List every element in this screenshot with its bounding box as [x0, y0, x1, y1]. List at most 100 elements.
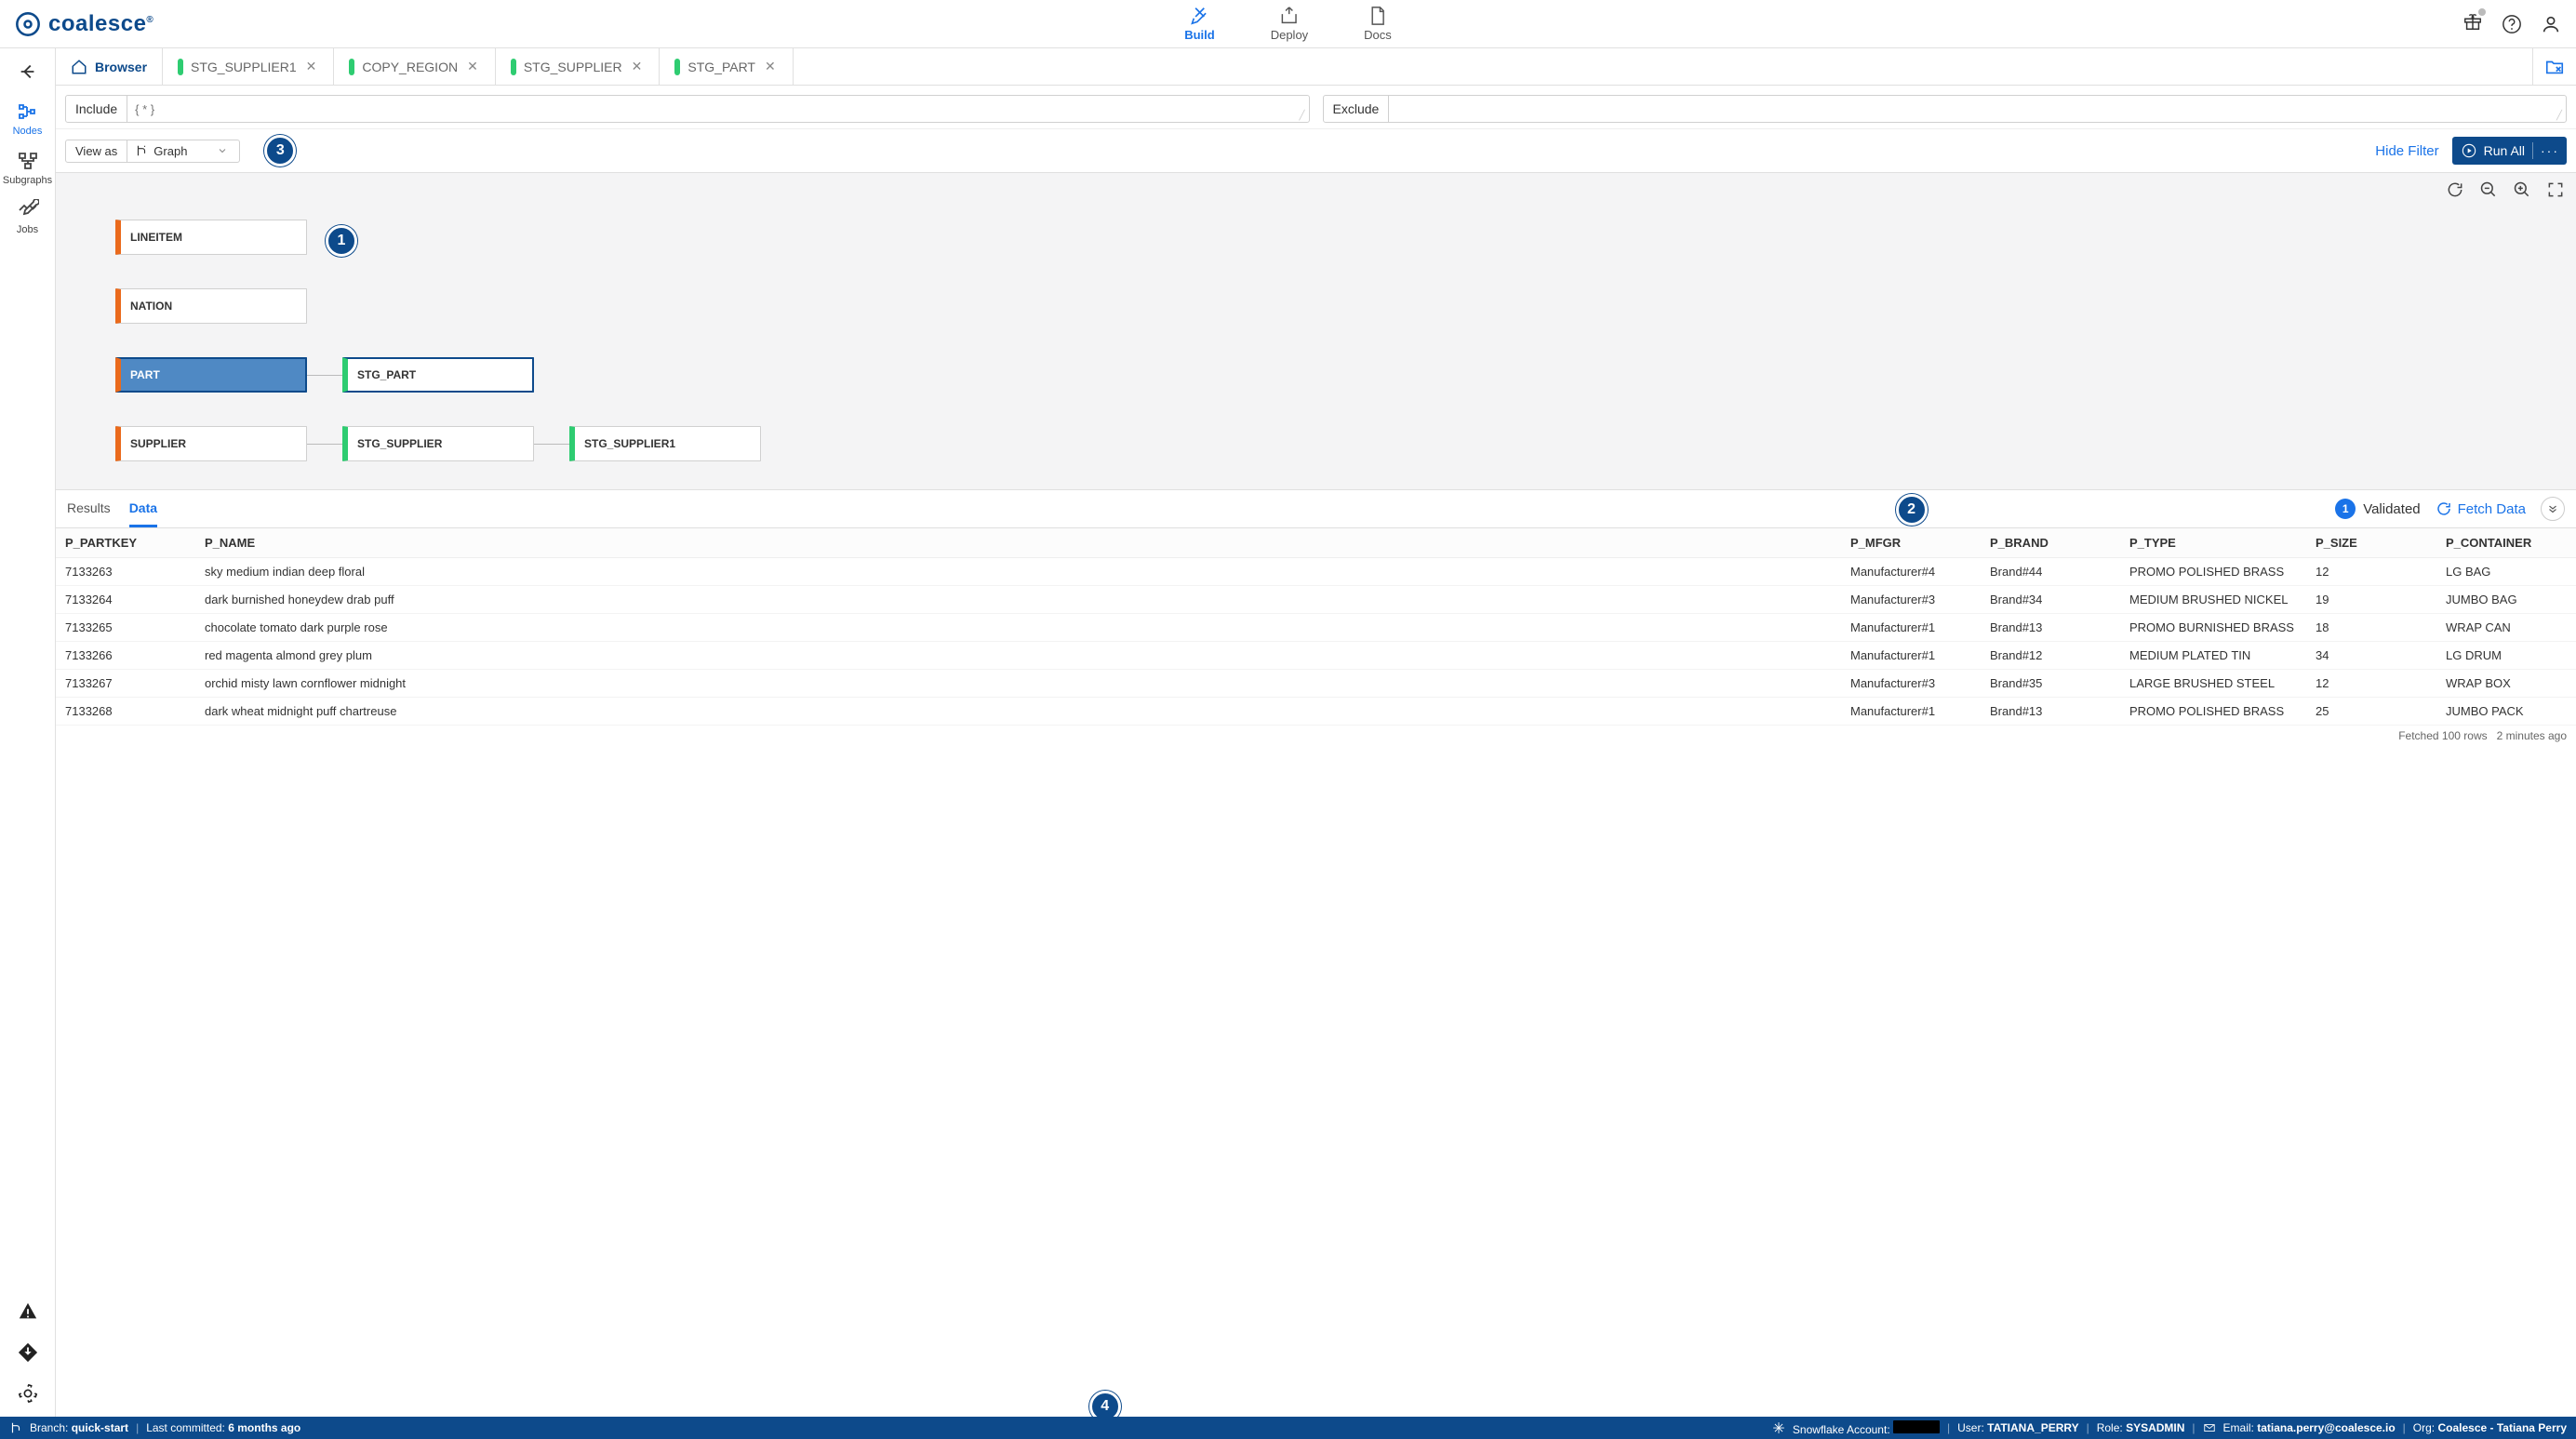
graph-node-stg_part[interactable]: STG_PART: [342, 357, 534, 393]
chevrons-down-icon: [2546, 502, 2559, 515]
subtab-results[interactable]: Results: [67, 491, 111, 527]
tabstrip: Browser STG_SUPPLIER1✕COPY_REGION✕STG_SU…: [56, 48, 2576, 86]
subtab-data[interactable]: Data: [129, 491, 157, 527]
table-cell: 7133263: [56, 558, 195, 586]
git-icon[interactable]: [18, 1342, 38, 1363]
node-type-pill-icon: [349, 59, 354, 75]
data-table: P_PARTKEYP_NAMEP_MFGRP_BRANDP_TYPEP_SIZE…: [56, 528, 2576, 726]
workspace: Browser STG_SUPPLIER1✕COPY_REGION✕STG_SU…: [56, 48, 2576, 1417]
tab-copy_region[interactable]: COPY_REGION✕: [334, 48, 495, 85]
col-p_name[interactable]: P_NAME: [195, 528, 1841, 558]
graph-node-stg_supplier[interactable]: STG_SUPPLIER: [342, 426, 534, 461]
table-cell: Brand#13: [1981, 614, 2120, 642]
exclude-label: Exclude: [1324, 96, 1390, 122]
table-cell: Brand#34: [1981, 586, 2120, 614]
nav-deploy[interactable]: Deploy: [1271, 6, 1308, 42]
tab-stg_supplier[interactable]: STG_SUPPLIER ✕: [496, 48, 661, 85]
rail-subgraphs[interactable]: Subgraphs: [3, 150, 52, 186]
notification-dot-icon: [2478, 8, 2486, 16]
run-all-button[interactable]: Run All ···: [2452, 137, 2567, 165]
help-icon[interactable]: [2502, 14, 2522, 34]
resize-handle-icon[interactable]: ╱: [2556, 111, 2566, 122]
table-row[interactable]: 7133266red magenta almond grey plumManuf…: [56, 642, 2576, 670]
graph-node-stg_supplier1[interactable]: STG_SUPPLIER1: [569, 426, 761, 461]
table-row[interactable]: 7133265chocolate tomato dark purple rose…: [56, 614, 2576, 642]
zoom-out-icon[interactable]: [2479, 180, 2498, 199]
close-icon[interactable]: ✕: [630, 59, 645, 74]
user-icon[interactable]: [2541, 14, 2561, 34]
status-email: Email: tatiana.perry@coalesce.io: [2223, 1421, 2396, 1434]
table-cell: 18: [2306, 614, 2436, 642]
tab-label: STG_SUPPLIER: [524, 60, 622, 74]
annotation-marker-4: 4: [1089, 1391, 1121, 1417]
annotation-marker-1: 1: [326, 225, 357, 257]
tab-label: STG_SUPPLIER1: [191, 60, 297, 74]
settings-icon[interactable]: [18, 1383, 38, 1404]
topbar: coalesce® Build Deploy Docs: [0, 0, 2576, 48]
graph-edge: [307, 444, 342, 445]
back-button[interactable]: [18, 61, 38, 87]
table-cell: LG DRUM: [2436, 642, 2576, 670]
table-cell: orchid misty lawn cornflower midnight: [195, 670, 1841, 698]
graph-node-part[interactable]: PART: [115, 357, 307, 393]
nav-docs[interactable]: Docs: [1364, 6, 1392, 42]
refresh-icon[interactable]: [2446, 180, 2464, 199]
status-sf-account: Snowflake Account:: [1793, 1420, 1940, 1436]
graph-canvas[interactable]: 1 LINEITEM NATION PART STG_PART SUPPLIER STG_…: [56, 173, 2576, 489]
table-cell: Manufacturer#4: [1841, 558, 1981, 586]
table-body: 7133263sky medium indian deep floralManu…: [56, 558, 2576, 726]
status-org: Org: Coalesce - Tatiana Perry: [2413, 1421, 2567, 1434]
col-p_brand[interactable]: P_BRAND: [1981, 528, 2120, 558]
rail-jobs[interactable]: Jobs: [17, 199, 39, 235]
col-p_mfgr[interactable]: P_MFGR: [1841, 528, 1981, 558]
col-p_size[interactable]: P_SIZE: [2306, 528, 2436, 558]
table-cell: LARGE BRUSHED STEEL: [2120, 670, 2306, 698]
close-icon[interactable]: ✕: [465, 59, 480, 74]
table-row[interactable]: 7133264dark burnished honeydew drab puff…: [56, 586, 2576, 614]
brand-text: coalesce: [48, 11, 146, 36]
table-cell: 7133266: [56, 642, 195, 670]
table-cell: JUMBO BAG: [2436, 586, 2576, 614]
brand: coalesce®: [15, 11, 153, 37]
nav-build[interactable]: Build: [1184, 6, 1215, 42]
exclude-input[interactable]: [1389, 96, 2556, 122]
fullscreen-icon[interactable]: [2546, 180, 2565, 199]
table-row[interactable]: 7133267orchid misty lawn cornflower midn…: [56, 670, 2576, 698]
table-row[interactable]: 7133263sky medium indian deep floralManu…: [56, 558, 2576, 586]
table-footer: Fetched 100 rows 2 minutes ago: [56, 726, 2576, 746]
include-input[interactable]: [127, 96, 1299, 122]
tab-close-all[interactable]: [2532, 48, 2576, 85]
graph-node-lineitem[interactable]: LINEITEM: [115, 220, 307, 255]
redacted-icon: [1893, 1420, 1940, 1433]
tab-browser[interactable]: Browser: [56, 48, 163, 85]
problems-icon[interactable]: [18, 1301, 38, 1322]
col-p_partkey[interactable]: P_PARTKEY: [56, 528, 195, 558]
view-as-label: View as: [66, 140, 127, 162]
view-as-select[interactable]: View as Graph: [65, 140, 240, 163]
table-cell: Brand#13: [1981, 698, 2120, 726]
annotation-marker-2: 2: [1896, 494, 1928, 526]
rail-nodes[interactable]: Nodes: [13, 100, 43, 137]
close-icon[interactable]: ✕: [304, 59, 319, 74]
whats-new-button[interactable]: [2463, 11, 2483, 36]
fetch-data-button[interactable]: Fetch Data: [2436, 500, 2526, 517]
col-p_container[interactable]: P_CONTAINER: [2436, 528, 2576, 558]
left-rail: Nodes Subgraphs Jobs: [0, 48, 56, 1417]
table-cell: chocolate tomato dark purple rose: [195, 614, 1841, 642]
graph-edge: [307, 375, 342, 376]
col-p_type[interactable]: P_TYPE: [2120, 528, 2306, 558]
table-row[interactable]: 7133268dark wheat midnight puff chartreu…: [56, 698, 2576, 726]
status-user: User: TATIANA_PERRY: [1957, 1421, 2078, 1434]
table-cell: 34: [2306, 642, 2436, 670]
close-icon[interactable]: ✕: [763, 59, 778, 74]
tab-stg_part[interactable]: STG_PART✕: [660, 48, 793, 85]
run-all-more-icon[interactable]: ···: [2541, 143, 2559, 158]
resize-handle-icon[interactable]: ╱: [1300, 111, 1309, 122]
subgraphs-icon: [17, 150, 39, 172]
graph-node-nation[interactable]: NATION: [115, 288, 307, 324]
zoom-in-icon[interactable]: [2513, 180, 2531, 199]
hide-filter-button[interactable]: Hide Filter: [2375, 143, 2438, 159]
collapse-panel-button[interactable]: [2541, 497, 2565, 521]
tab-stg_supplier1[interactable]: STG_SUPPLIER1 ✕: [163, 48, 334, 85]
graph-node-supplier[interactable]: SUPPLIER: [115, 426, 307, 461]
